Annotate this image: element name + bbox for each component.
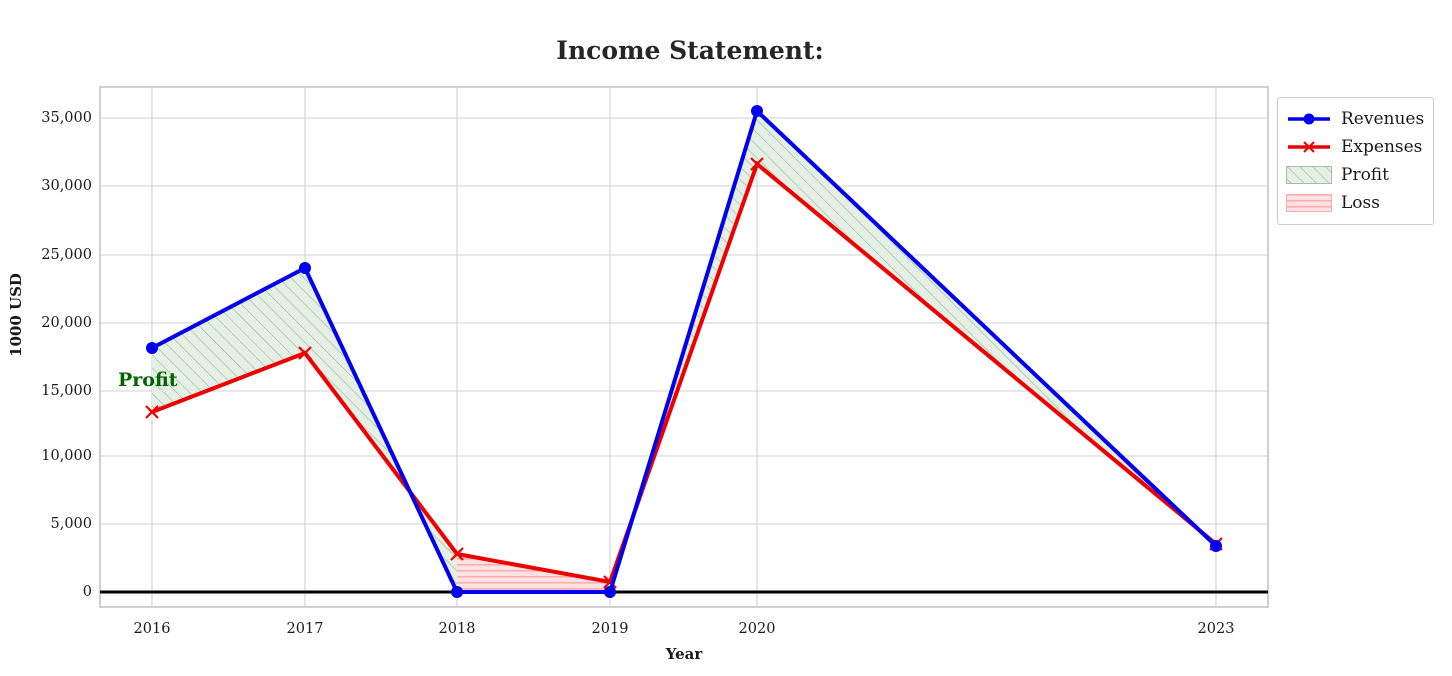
y-tick-20000: 20,000 [41, 315, 92, 331]
x-tick-2019: 2019 [591, 621, 629, 637]
legend-item-loss[interactable]: Loss [1286, 189, 1424, 217]
legend-label-expenses: Expenses [1341, 137, 1423, 157]
y-tick-30000: 30,000 [41, 178, 92, 194]
legend-swatch-loss [1286, 194, 1332, 212]
series-expenses-line [151, 160, 1218, 585]
chart-legend: Revenues Expenses Profit [1277, 97, 1435, 225]
series-revenues-markers [146, 105, 1222, 598]
profit-annotation: Profit [118, 369, 178, 391]
legend-swatch-revenues [1286, 110, 1332, 128]
y-tick-10000: 10,000 [41, 448, 92, 464]
profit-fill-left [152, 268, 457, 592]
legend-label-profit: Profit [1341, 165, 1389, 185]
legend-label-revenues: Revenues [1341, 109, 1425, 129]
y-axis-tick-labels: 0 5,000 10,000 15,000 20,000 25,000 30,0… [0, 0, 92, 676]
y-tick-5000: 5,000 [50, 516, 92, 532]
y-tick-25000: 25,000 [41, 247, 92, 263]
legend-item-revenues[interactable]: Revenues [1286, 105, 1424, 133]
x-tick-2023: 2023 [1197, 621, 1235, 637]
loss-fill [457, 554, 610, 592]
legend-swatch-expenses [1286, 138, 1332, 156]
x-tick-2017: 2017 [286, 621, 324, 637]
legend-item-expenses[interactable]: Expenses [1286, 133, 1424, 161]
chart-title-line-1: Income Statement: [556, 36, 824, 65]
x-tick-2018: 2018 [438, 621, 476, 637]
y-tick-0: 0 [82, 584, 92, 600]
legend-item-profit[interactable]: Profit [1286, 161, 1424, 189]
x-tick-2020: 2020 [738, 621, 776, 637]
legend-label-loss: Loss [1341, 193, 1380, 213]
y-tick-15000: 15,000 [41, 383, 92, 399]
legend-swatch-profit [1286, 166, 1332, 184]
y-tick-35000: 35,000 [41, 110, 92, 126]
x-axis-label: Year [665, 645, 703, 663]
grid-lines [100, 87, 1268, 607]
series-revenues-line [151, 107, 1218, 594]
x-tick-2016: 2016 [133, 621, 171, 637]
